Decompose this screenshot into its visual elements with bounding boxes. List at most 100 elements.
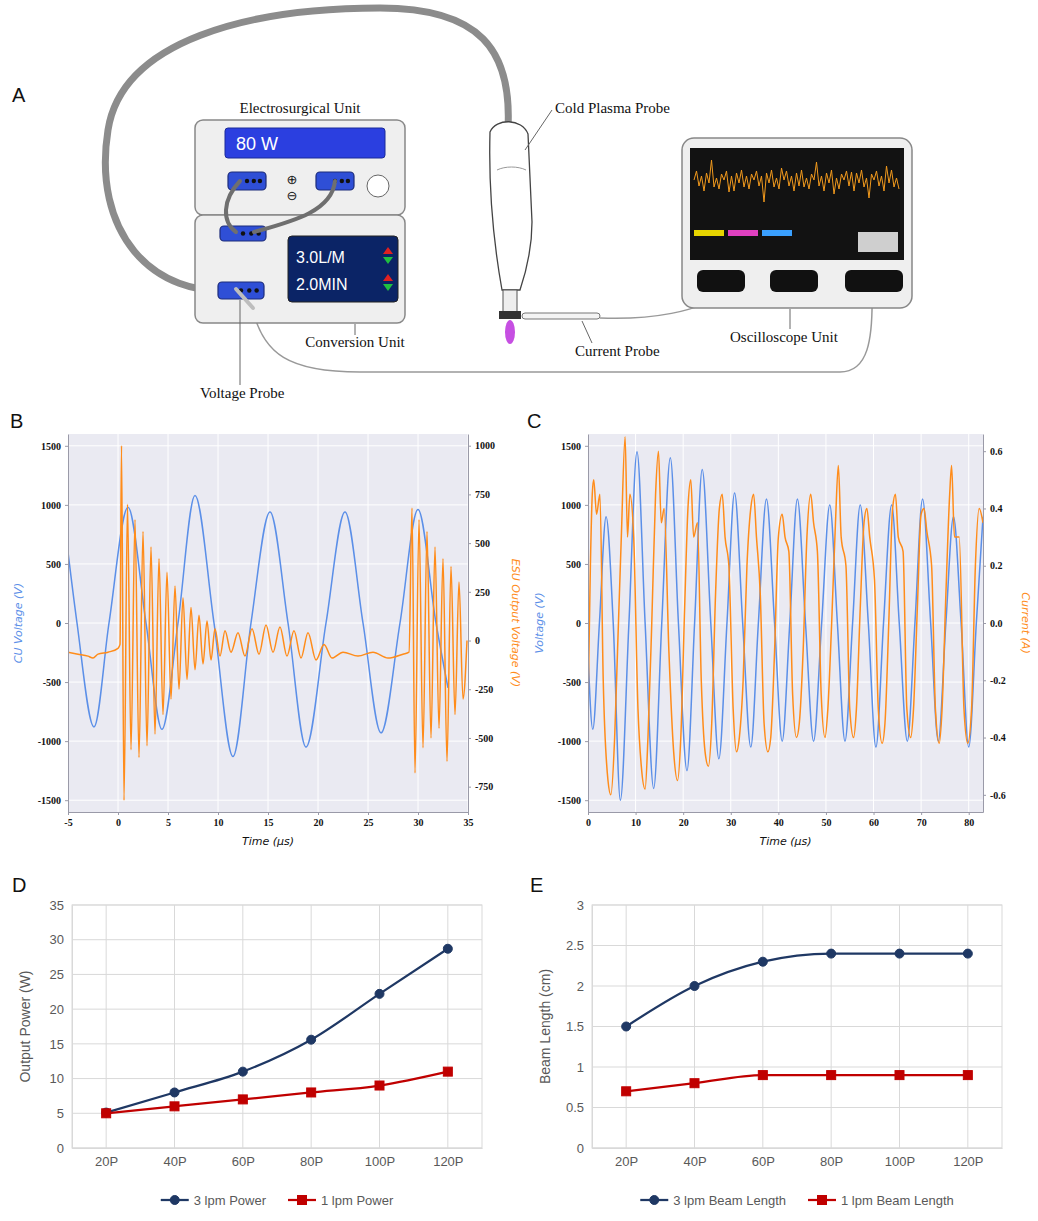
tick-mark — [778, 812, 779, 815]
tick-label: 80 — [964, 817, 974, 828]
tick: 10 — [50, 1071, 72, 1086]
tick: 0 — [577, 1141, 592, 1156]
grid-line — [72, 939, 482, 940]
tick-mark — [826, 812, 827, 815]
button — [770, 270, 818, 292]
tick-mark — [731, 812, 732, 815]
marker — [758, 957, 767, 966]
tick-label: -1000 — [558, 736, 581, 747]
tick: -0.4 — [983, 732, 1006, 743]
tick-label: 40P — [163, 1154, 186, 1169]
screen — [690, 148, 904, 260]
grid-line — [68, 800, 468, 801]
device-label: Voltage Probe — [200, 385, 285, 401]
arrow-down — [383, 284, 393, 291]
grid-line — [592, 1148, 1002, 1149]
chart-panel: C01020304050607080-1500-1000-50005001000… — [527, 410, 1032, 848]
tick: 0 — [56, 618, 68, 629]
tick-label: 60P — [232, 1154, 255, 1169]
symbol: ⊕ — [287, 172, 298, 187]
tick-label: 250 — [475, 587, 490, 598]
tick-label: 2.5 — [566, 938, 584, 953]
tick-label: 30 — [50, 932, 64, 947]
tick: -1000 — [38, 736, 68, 747]
arrow-up — [383, 247, 393, 254]
tick: 50 — [821, 812, 831, 828]
tick-label: 15 — [264, 817, 274, 828]
device-box — [195, 215, 405, 323]
grid-line — [72, 1113, 482, 1114]
button — [697, 270, 745, 292]
tick-label: 20P — [95, 1154, 118, 1169]
jumper-cable — [254, 181, 335, 232]
axis: -1500-1000-500050010001500 — [38, 435, 69, 813]
device-box — [682, 138, 912, 308]
grid-line — [68, 623, 468, 624]
tick-mark — [468, 543, 471, 544]
probe-ring — [499, 311, 521, 319]
tick-label: -0.4 — [990, 732, 1006, 743]
marker — [102, 1109, 111, 1118]
panel-letter: B — [10, 410, 23, 432]
socket-pin — [245, 179, 249, 183]
tick-mark — [983, 680, 986, 681]
display — [225, 128, 385, 158]
grid-line — [592, 986, 1002, 987]
axis: 05101520253035 — [50, 898, 73, 1156]
legend-marker — [170, 1196, 179, 1205]
tick: 35 — [464, 812, 474, 828]
legend-marker — [818, 1196, 827, 1205]
tick-label: -750 — [475, 781, 493, 792]
axis: -1500-1000-500050010001500 — [558, 435, 589, 813]
tick: 20 — [314, 812, 324, 828]
tick-mark — [65, 505, 68, 506]
socket-pin — [254, 288, 258, 292]
diagram-panel: A80 W⊕⊖3.0L/M2.0MINElectrosurgical UnitC… — [12, 8, 912, 401]
legend-marker — [650, 1196, 659, 1205]
axis-line — [72, 906, 73, 1149]
tick-label: -1500 — [38, 795, 61, 806]
tick-label: 1000 — [475, 440, 495, 451]
tick: 0 — [576, 618, 588, 629]
socket — [220, 226, 266, 241]
plot-frame — [592, 905, 1002, 1148]
leader-line — [582, 321, 592, 343]
tick-mark — [983, 566, 986, 567]
series-line — [106, 1072, 448, 1114]
grid-line — [242, 905, 243, 1148]
axis-line — [468, 435, 469, 813]
tick: -5 — [64, 812, 72, 828]
plot-background — [588, 434, 983, 812]
tick-label: 50 — [821, 817, 831, 828]
marker — [690, 982, 699, 991]
tick-mark — [585, 682, 588, 683]
tick-mark — [468, 641, 471, 642]
tick-label: 35 — [50, 898, 64, 913]
tick-label: -500 — [43, 677, 61, 688]
tick: 0 — [586, 812, 591, 828]
tick-label: 10 — [50, 1071, 64, 1086]
arrow-down — [383, 257, 393, 264]
grid-line — [174, 905, 175, 1148]
tick-label: 5 — [57, 1106, 64, 1121]
display-text: 3.0L/M — [296, 249, 345, 266]
grid-line — [72, 1148, 482, 1149]
device-label: Current Probe — [575, 343, 660, 359]
tick-label: -500 — [475, 733, 493, 744]
tick: 70 — [917, 812, 927, 828]
cable — [105, 8, 508, 291]
tick: 20P — [95, 1148, 118, 1169]
tick-label: -5 — [64, 817, 72, 828]
tick: 5 — [57, 1106, 72, 1121]
legend-label: 3 lpm Beam Length — [673, 1193, 786, 1208]
axis-line — [589, 812, 984, 813]
marker — [827, 949, 836, 958]
leader-line — [790, 309, 791, 329]
marker — [443, 1067, 452, 1076]
legend: 3 lpm Power1 lpm Power — [161, 1193, 394, 1208]
tick-label: -1000 — [38, 736, 61, 747]
axis-line — [73, 1148, 483, 1149]
marker — [307, 1088, 316, 1097]
tick-label: 1000 — [561, 500, 581, 511]
device-label: Conversion Unit — [305, 334, 405, 350]
